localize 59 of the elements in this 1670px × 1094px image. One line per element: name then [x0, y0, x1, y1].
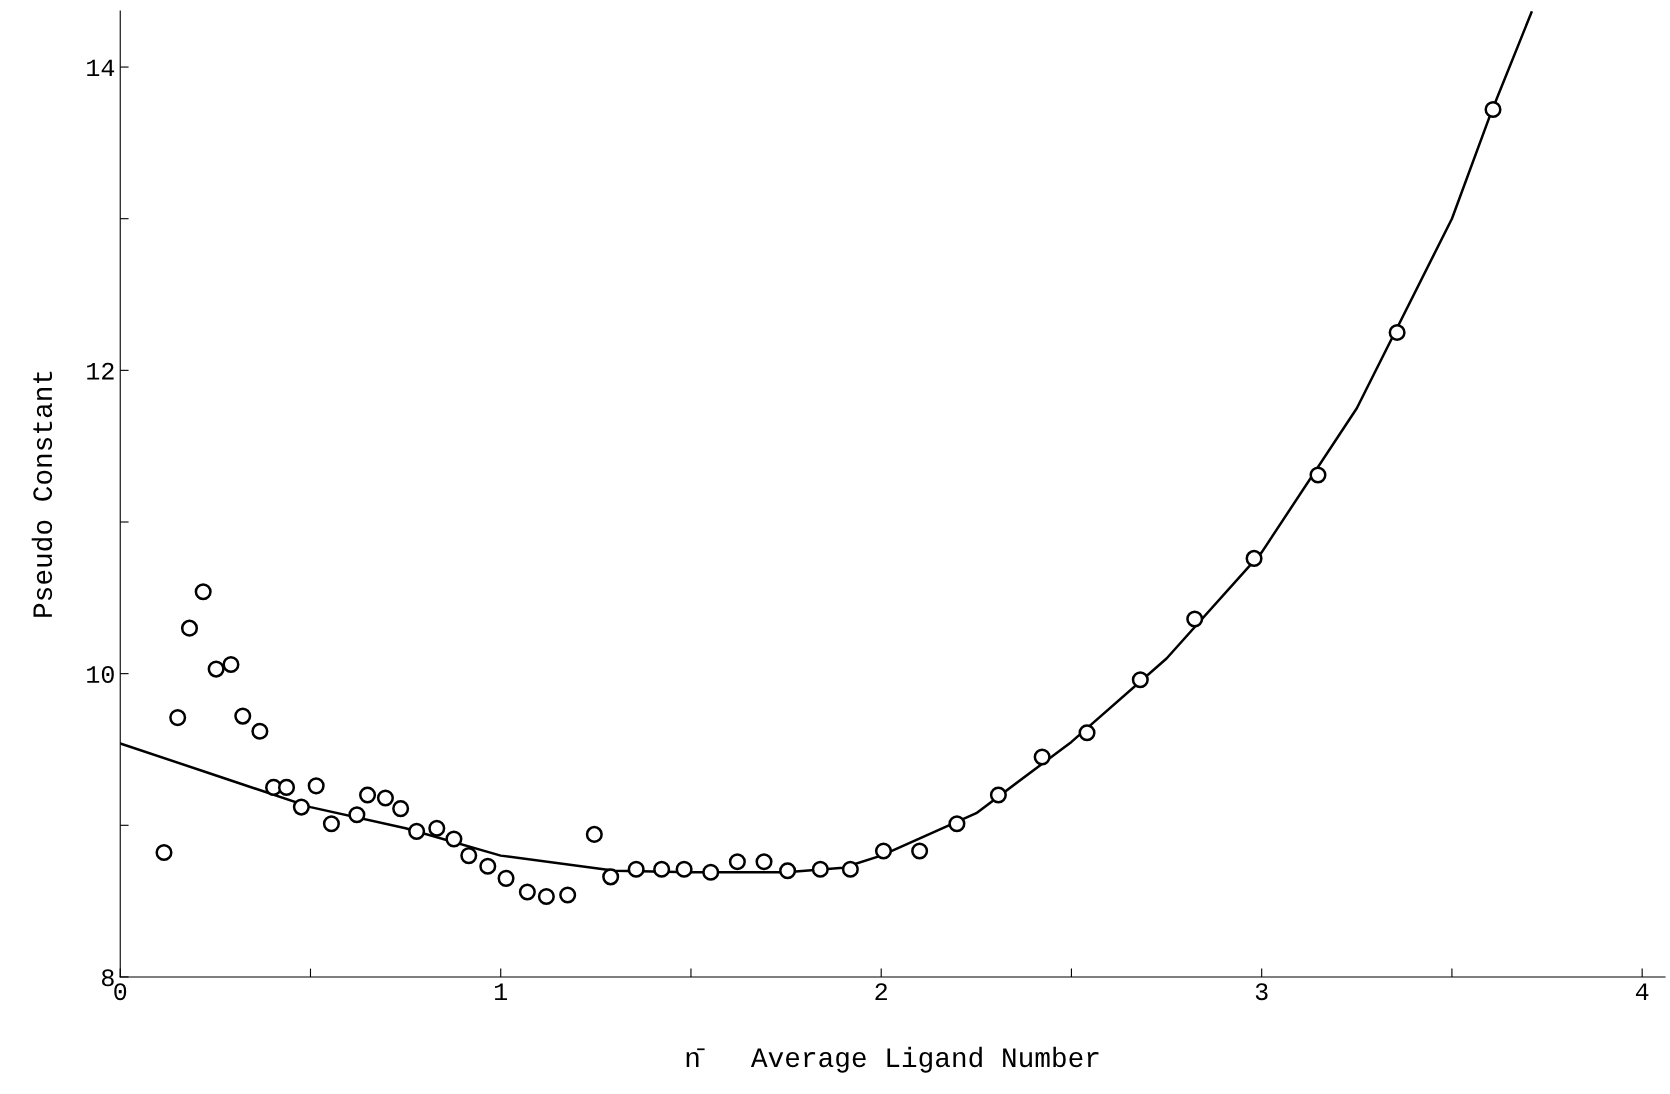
point: [1033, 748, 1051, 766]
point: [307, 777, 325, 795]
point: [989, 786, 1007, 804]
point: [537, 888, 555, 906]
y-tick-label: 12: [87, 362, 114, 380]
point: [1131, 671, 1149, 689]
point: [460, 847, 478, 865]
y-tick-label: 14: [87, 59, 115, 77]
x-tick-label: 2: [875, 983, 887, 1000]
y-tick-label: 10: [87, 665, 114, 683]
point: [479, 857, 497, 875]
point: [428, 819, 446, 837]
point: [497, 869, 515, 887]
point: [585, 825, 603, 843]
point: [755, 853, 773, 871]
point: [1186, 610, 1204, 628]
x-tick-label: 0: [114, 983, 127, 1001]
point: [702, 863, 720, 881]
point: [1309, 466, 1327, 484]
point: [911, 842, 929, 860]
point: [348, 806, 366, 824]
point: [675, 860, 693, 878]
point: [359, 786, 377, 804]
x-tick-label: 4: [1635, 983, 1649, 1000]
point: [1484, 100, 1502, 119]
point: [207, 660, 225, 678]
point: [1078, 724, 1096, 742]
point: [251, 722, 269, 740]
point: [811, 860, 829, 878]
point: [155, 844, 173, 862]
x-tick-label: 1: [495, 983, 508, 1000]
point: [392, 800, 410, 818]
point: [653, 860, 671, 878]
point: [602, 868, 620, 886]
point: [169, 709, 187, 727]
point: [408, 822, 426, 840]
point: [627, 860, 645, 878]
point: [277, 778, 296, 796]
y-tick-label: 8: [102, 969, 114, 987]
point: [779, 862, 797, 880]
point: [841, 860, 859, 878]
x-axis-title: n̄ Average Ligand Number: [686, 1046, 1099, 1073]
point: [445, 830, 463, 848]
point: [1245, 549, 1263, 567]
point: [948, 815, 966, 833]
point: [376, 789, 394, 807]
y-axis-title: Pseudo Constant: [31, 371, 53, 617]
point: [180, 619, 199, 637]
point: [728, 853, 746, 871]
point: [222, 656, 240, 674]
point: [292, 798, 310, 816]
x-tick-label: 3: [1255, 983, 1268, 1001]
point: [874, 842, 893, 860]
point: [518, 883, 536, 901]
point: [559, 886, 577, 904]
point: [194, 583, 212, 601]
point: [322, 815, 340, 833]
point: [234, 707, 252, 725]
point: [1388, 323, 1406, 341]
